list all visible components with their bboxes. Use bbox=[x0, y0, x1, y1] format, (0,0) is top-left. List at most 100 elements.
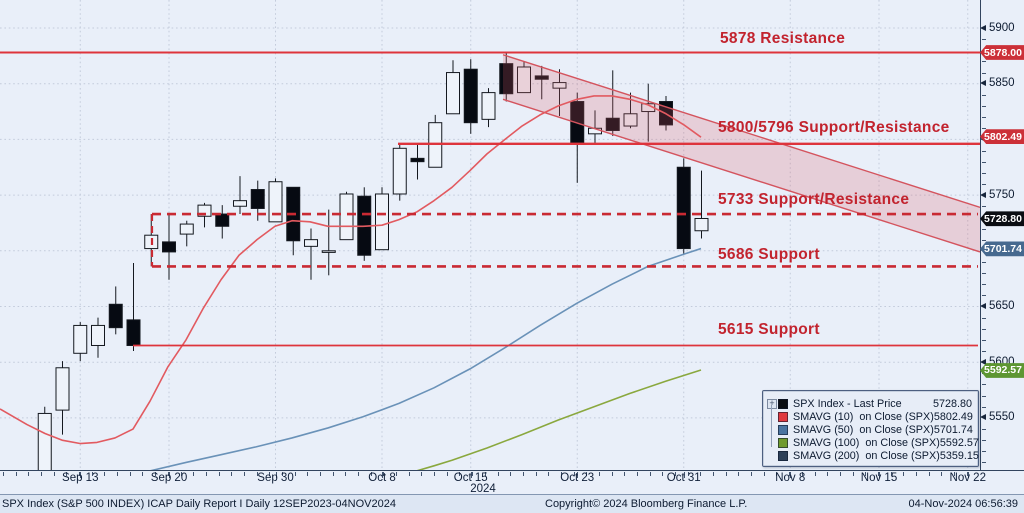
price-badge: 5728.80 bbox=[980, 211, 1024, 227]
candle bbox=[463, 68, 478, 124]
x-minor-tick bbox=[573, 472, 575, 476]
legend-label: SMAVG (100) on Close (SPX) bbox=[793, 437, 940, 450]
x-minor-tick bbox=[713, 472, 715, 476]
x-major-tick bbox=[470, 472, 472, 478]
x-minor-tick bbox=[763, 472, 765, 476]
x-minor-tick bbox=[231, 472, 233, 476]
x-minor-tick bbox=[801, 472, 803, 476]
x-minor-tick bbox=[205, 472, 207, 476]
x-minor-tick bbox=[789, 472, 791, 476]
x-minor-tick bbox=[522, 472, 524, 476]
legend-swatch-icon bbox=[778, 451, 788, 462]
x-axis-year-label: 2024 bbox=[470, 482, 496, 495]
x-minor-tick bbox=[383, 472, 385, 476]
x-minor-tick bbox=[624, 472, 626, 476]
candle bbox=[676, 166, 691, 250]
x-minor-tick bbox=[180, 472, 182, 476]
smavg-line bbox=[0, 95, 702, 445]
x-minor-tick bbox=[320, 472, 321, 476]
x-minor-tick bbox=[649, 472, 651, 476]
x-axis-label: Nov 15 bbox=[860, 471, 898, 484]
y-minor-tick bbox=[981, 94, 986, 96]
x-minor-tick bbox=[852, 472, 854, 476]
candle bbox=[233, 200, 247, 207]
candle bbox=[215, 213, 230, 227]
y-minor-tick bbox=[981, 239, 986, 241]
legend-label: SPX Index - Last Price bbox=[793, 397, 902, 410]
y-axis-label: 5650 bbox=[989, 300, 1015, 312]
y-minor-tick bbox=[981, 72, 986, 74]
y-minor-tick bbox=[981, 128, 986, 130]
x-minor-tick bbox=[155, 472, 157, 476]
x-minor-tick bbox=[700, 472, 702, 476]
x-axis-label: Sep 20 bbox=[150, 471, 188, 484]
x-axis-line bbox=[0, 470, 1024, 471]
legend-row[interactable]: SMAVG (200) on Close (SPX) 5359.15 bbox=[763, 450, 979, 463]
x-minor-tick bbox=[370, 472, 372, 476]
candle bbox=[304, 239, 318, 247]
x-minor-tick bbox=[408, 472, 410, 476]
y-minor-tick bbox=[981, 183, 986, 185]
y-minor-tick bbox=[981, 284, 986, 286]
y-tick-arrow-icon bbox=[980, 414, 986, 421]
x-minor-tick bbox=[91, 472, 93, 476]
x-minor-tick bbox=[129, 472, 131, 476]
legend-expander-icon[interactable]: + bbox=[767, 399, 777, 409]
legend-row[interactable]: SMAVG (50) on Close (SPX) 5701.74 bbox=[763, 423, 978, 436]
y-minor-tick bbox=[981, 384, 986, 386]
x-minor-tick bbox=[434, 472, 436, 476]
timestamp-text: 04-Nov-2024 06:56:39 bbox=[908, 498, 1018, 510]
y-minor-tick bbox=[981, 462, 986, 464]
y-minor-tick bbox=[981, 228, 986, 230]
y-minor-tick bbox=[981, 328, 986, 330]
y-tick-arrow-icon bbox=[980, 24, 986, 31]
x-minor-tick bbox=[294, 472, 296, 476]
x-minor-tick bbox=[738, 472, 740, 476]
status-bar: SPX Index (S&P 500 INDEX) ICAP Daily Rep… bbox=[0, 494, 1024, 513]
legend-row[interactable]: SMAVG (100) on Close (SPX) 5592.57 bbox=[763, 437, 979, 450]
x-axis-label: Oct 23 bbox=[560, 471, 595, 484]
legend-row[interactable]: SMAVG (10) on Close (SPX) 5802.49 bbox=[763, 410, 978, 423]
x-minor-tick bbox=[941, 472, 943, 476]
x-minor-tick bbox=[332, 472, 334, 476]
y-minor-tick bbox=[981, 273, 986, 275]
y-minor-tick bbox=[981, 351, 986, 353]
x-major-tick bbox=[80, 472, 82, 478]
candle bbox=[108, 303, 123, 329]
copyright-text: Copyright© 2024 Bloomberg Finance L.P. bbox=[545, 498, 748, 510]
x-minor-tick bbox=[472, 472, 474, 476]
legend-value: 5359.15 bbox=[939, 450, 979, 463]
x-minor-tick bbox=[345, 472, 347, 476]
y-minor-tick bbox=[981, 39, 986, 41]
x-minor-tick bbox=[675, 472, 677, 476]
x-minor-tick bbox=[877, 472, 879, 476]
x-minor-tick bbox=[167, 472, 169, 476]
x-minor-tick bbox=[637, 472, 638, 476]
x-minor-tick bbox=[28, 472, 30, 476]
x-minor-tick bbox=[307, 472, 309, 476]
x-minor-tick bbox=[966, 472, 968, 476]
legend-row[interactable]: SPX Index - Last Price 5728.80 bbox=[763, 397, 978, 410]
y-minor-tick bbox=[981, 117, 986, 119]
annotation-5615-support: 5615 Support bbox=[718, 321, 820, 338]
candle bbox=[162, 241, 176, 253]
y-tick-arrow-icon bbox=[980, 303, 986, 309]
x-minor-tick bbox=[598, 472, 600, 476]
candle bbox=[499, 63, 514, 95]
y-minor-tick bbox=[981, 261, 986, 263]
y-axis-line bbox=[980, 0, 981, 471]
x-major-tick bbox=[790, 472, 792, 478]
y-minor-tick bbox=[981, 105, 986, 107]
y-minor-tick bbox=[981, 440, 986, 442]
candle bbox=[375, 193, 389, 251]
x-minor-tick bbox=[751, 472, 753, 476]
x-major-tick bbox=[275, 472, 277, 478]
x-major-tick bbox=[577, 472, 579, 478]
x-minor-tick bbox=[117, 472, 119, 476]
annotation-5733-support-resistance: 5733 Support/Resistance bbox=[718, 191, 910, 208]
x-minor-tick bbox=[611, 472, 613, 476]
candle bbox=[55, 367, 70, 411]
price-badge: 5701.74 bbox=[980, 241, 1024, 257]
x-major-tick bbox=[169, 472, 170, 478]
candle bbox=[605, 117, 620, 131]
